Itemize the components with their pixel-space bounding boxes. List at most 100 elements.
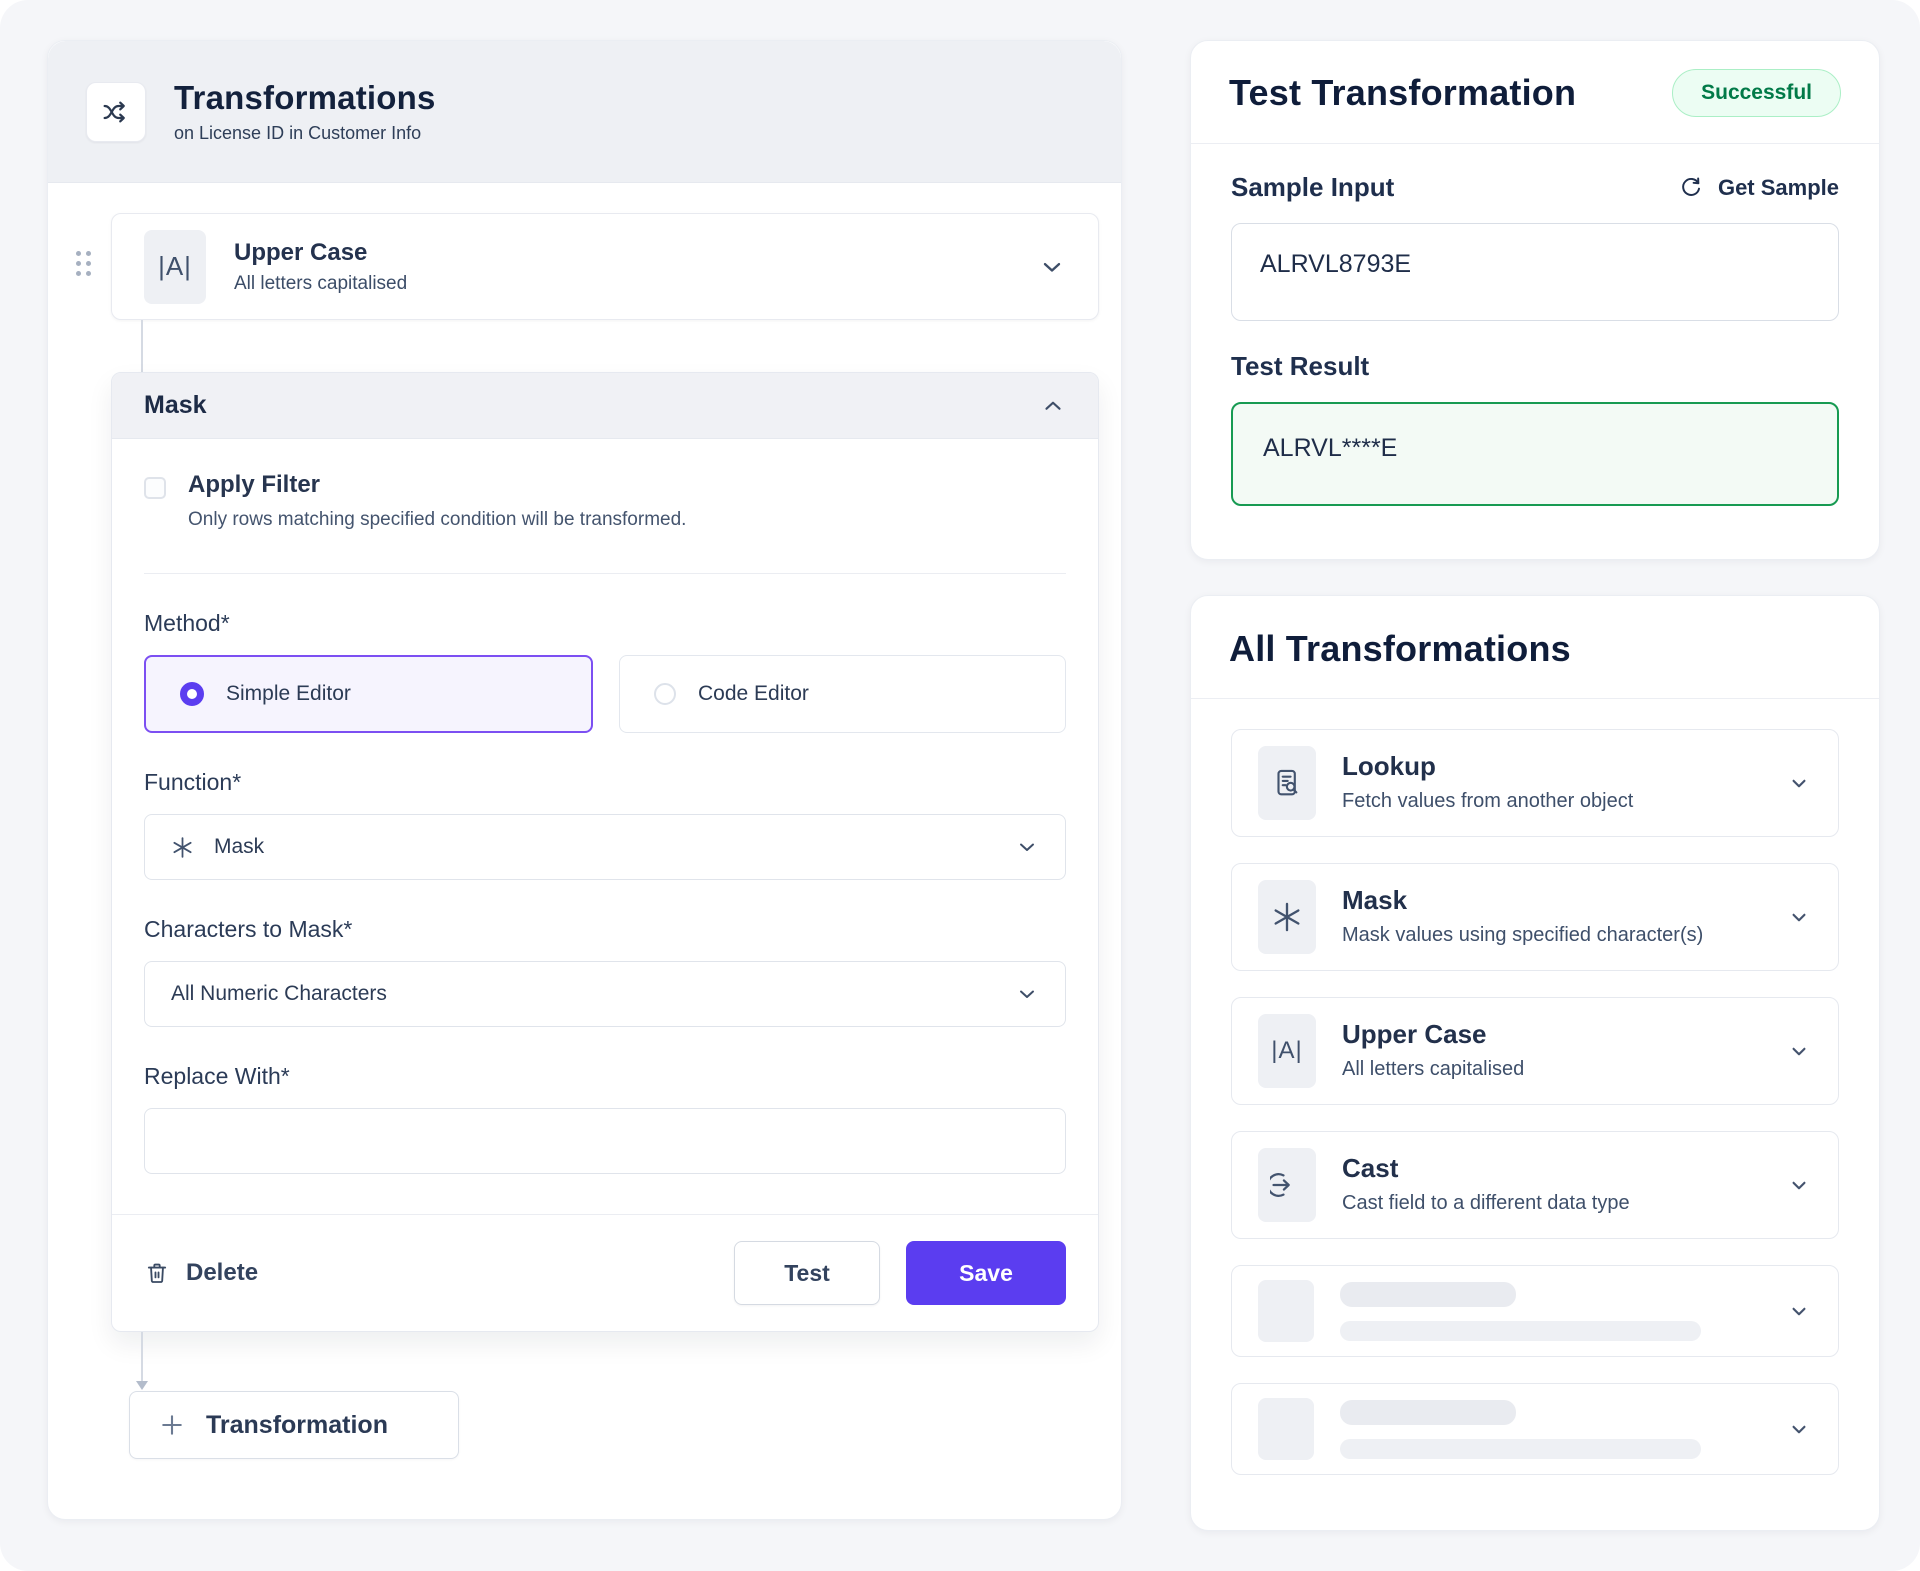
- skeleton-icon-placeholder: [1258, 1398, 1314, 1460]
- builder-header: Transformations on License ID in Custome…: [48, 41, 1121, 183]
- list-item-cast[interactable]: Cast Cast field to a different data type: [1231, 1131, 1839, 1239]
- uppercase-icon: |A|: [1258, 1014, 1316, 1088]
- list-item-skeleton[interactable]: [1231, 1383, 1839, 1475]
- mask-editor-header[interactable]: Mask: [112, 373, 1098, 439]
- step-card-upper-case[interactable]: |A| Upper Case All letters capitalised: [111, 213, 1099, 320]
- chevron-down-icon: [1015, 982, 1039, 1006]
- chevron-up-icon[interactable]: [1040, 393, 1066, 419]
- refresh-icon: [1678, 175, 1704, 201]
- sample-input-label: Sample Input: [1231, 172, 1395, 202]
- list-item-skeleton[interactable]: [1231, 1265, 1839, 1357]
- list-item-text: Lookup Fetch values from another object: [1342, 751, 1633, 815]
- get-sample-button[interactable]: Get Sample: [1678, 175, 1839, 201]
- trash-icon: [144, 1260, 170, 1286]
- chevron-down-icon[interactable]: [1786, 1416, 1812, 1442]
- test-result-field: ALRVL****E: [1231, 402, 1839, 506]
- chevron-down-icon[interactable]: [1786, 1298, 1812, 1324]
- delete-label: Delete: [186, 1259, 259, 1286]
- apply-filter-text: Apply Filter Only rows matching specifie…: [188, 471, 686, 531]
- function-label: Function*: [144, 769, 242, 795]
- skeleton-text-placeholder: [1340, 1281, 1760, 1341]
- list-item-text: Mask Mask values using specified charact…: [1342, 885, 1703, 949]
- function-value: Mask: [214, 835, 265, 858]
- radio-unselected-icon[interactable]: [654, 683, 676, 705]
- test-button[interactable]: Test: [734, 1241, 880, 1305]
- mask-editor-footer: Delete Test Save: [112, 1214, 1098, 1331]
- test-result-label: Test Result: [1231, 351, 1370, 381]
- sample-input-field[interactable]: ALRVL8793E: [1231, 223, 1839, 321]
- list-item-lookup[interactable]: Lookup Fetch values from another object: [1231, 729, 1839, 837]
- method-option-simple-editor[interactable]: Simple Editor: [144, 655, 593, 733]
- radio-selected-icon[interactable]: [180, 682, 204, 706]
- mask-editor-title: Mask: [144, 391, 207, 419]
- add-transformation-button[interactable]: Transformation: [129, 1391, 459, 1459]
- replace-with-label: Replace With*: [144, 1063, 290, 1089]
- chevron-down-icon[interactable]: [1786, 1172, 1812, 1198]
- characters-to-mask-label: Characters to Mask*: [144, 916, 353, 942]
- lookup-icon: [1258, 746, 1316, 820]
- mask-editor-body: Apply Filter Only rows matching specifie…: [112, 439, 1098, 1174]
- method-options: Simple Editor Code Editor: [144, 655, 1066, 733]
- cast-icon: [1258, 1148, 1316, 1222]
- panel-divider: [1191, 698, 1879, 699]
- apply-filter-description: Only rows matching specified condition w…: [188, 509, 687, 530]
- replace-with-input[interactable]: [144, 1108, 1066, 1174]
- all-transformations-title: All Transformations: [1229, 628, 1571, 669]
- list-item-title: Lookup: [1342, 751, 1436, 781]
- list-item-title: Mask: [1342, 885, 1408, 915]
- chevron-down-icon[interactable]: [1786, 904, 1812, 930]
- list-item-mask[interactable]: Mask Mask values using specified charact…: [1231, 863, 1839, 971]
- delete-button[interactable]: Delete: [144, 1259, 258, 1287]
- uppercase-icon: |A|: [144, 229, 206, 304]
- function-select[interactable]: Mask: [144, 814, 1066, 880]
- test-panel-body: Sample Input Get Sample ALRVL8793E Test …: [1191, 144, 1879, 546]
- status-badge: Successful: [1672, 69, 1841, 117]
- list-item-title: Cast: [1342, 1153, 1399, 1183]
- step-card-mask-editor: Mask Apply Filter Only rows matching spe…: [111, 372, 1099, 1332]
- plus-icon: [158, 1411, 186, 1439]
- list-item-title: Upper Case: [1342, 1019, 1487, 1049]
- builder-heading: Transformations on License ID in Custome…: [174, 79, 436, 144]
- chevron-down-icon[interactable]: [1786, 1038, 1812, 1064]
- method-option-label: Simple Editor: [226, 682, 351, 705]
- list-item-text: Upper Case All letters capitalised: [1342, 1019, 1524, 1083]
- step-connector-arrow: [136, 1332, 148, 1390]
- test-panel-header: Test Transformation Successful: [1191, 41, 1879, 143]
- transformations-list: Lookup Fetch values from another object: [1191, 699, 1879, 1515]
- panel-divider: [1191, 143, 1879, 144]
- test-panel-title: Test Transformation: [1229, 72, 1577, 113]
- page-title: Transformations: [174, 79, 436, 116]
- page-subtitle: on License ID in Customer Info: [174, 123, 422, 143]
- chevron-down-icon[interactable]: [1786, 770, 1812, 796]
- add-transformation-label: Transformation: [206, 1410, 388, 1439]
- skeleton-text-placeholder: [1340, 1399, 1760, 1459]
- chevron-down-icon[interactable]: [1038, 253, 1066, 281]
- list-item-upper-case[interactable]: |A| Upper Case All letters capitalised: [1231, 997, 1839, 1105]
- list-item-description: Fetch values from another object: [1342, 790, 1634, 812]
- drag-handle-icon[interactable]: [76, 251, 91, 276]
- list-item-description: All letters capitalised: [1342, 1058, 1525, 1080]
- all-transformations-panel: All Transformations Lookup: [1190, 595, 1880, 1531]
- test-transformation-panel: Test Transformation Successful Sample In…: [1190, 40, 1880, 560]
- characters-to-mask-select[interactable]: All Numeric Characters: [144, 961, 1066, 1027]
- step-connector-line: [141, 320, 143, 372]
- apply-filter-label: Apply Filter: [188, 471, 321, 498]
- list-item-description: Cast field to a different data type: [1342, 1192, 1630, 1214]
- save-button[interactable]: Save: [906, 1241, 1066, 1305]
- right-column: Test Transformation Successful Sample In…: [1190, 40, 1880, 1531]
- shuffle-icon: [86, 81, 146, 142]
- get-sample-label: Get Sample: [1717, 174, 1839, 200]
- chevron-down-icon: [1015, 835, 1039, 859]
- step-text: Upper Case All letters capitalised: [234, 239, 407, 295]
- method-option-code-editor[interactable]: Code Editor: [619, 655, 1066, 733]
- apply-filter-checkbox[interactable]: [144, 477, 166, 499]
- method-label: Method*: [144, 610, 230, 636]
- skeleton-icon-placeholder: [1258, 1280, 1314, 1342]
- characters-to-mask-value: All Numeric Characters: [171, 982, 387, 1005]
- section-divider: [144, 573, 1066, 574]
- method-option-label: Code Editor: [698, 682, 809, 705]
- asterisk-icon: [171, 836, 194, 859]
- step-subtitle: All letters capitalised: [234, 272, 408, 294]
- builder-panel: Transformations on License ID in Custome…: [47, 40, 1122, 1520]
